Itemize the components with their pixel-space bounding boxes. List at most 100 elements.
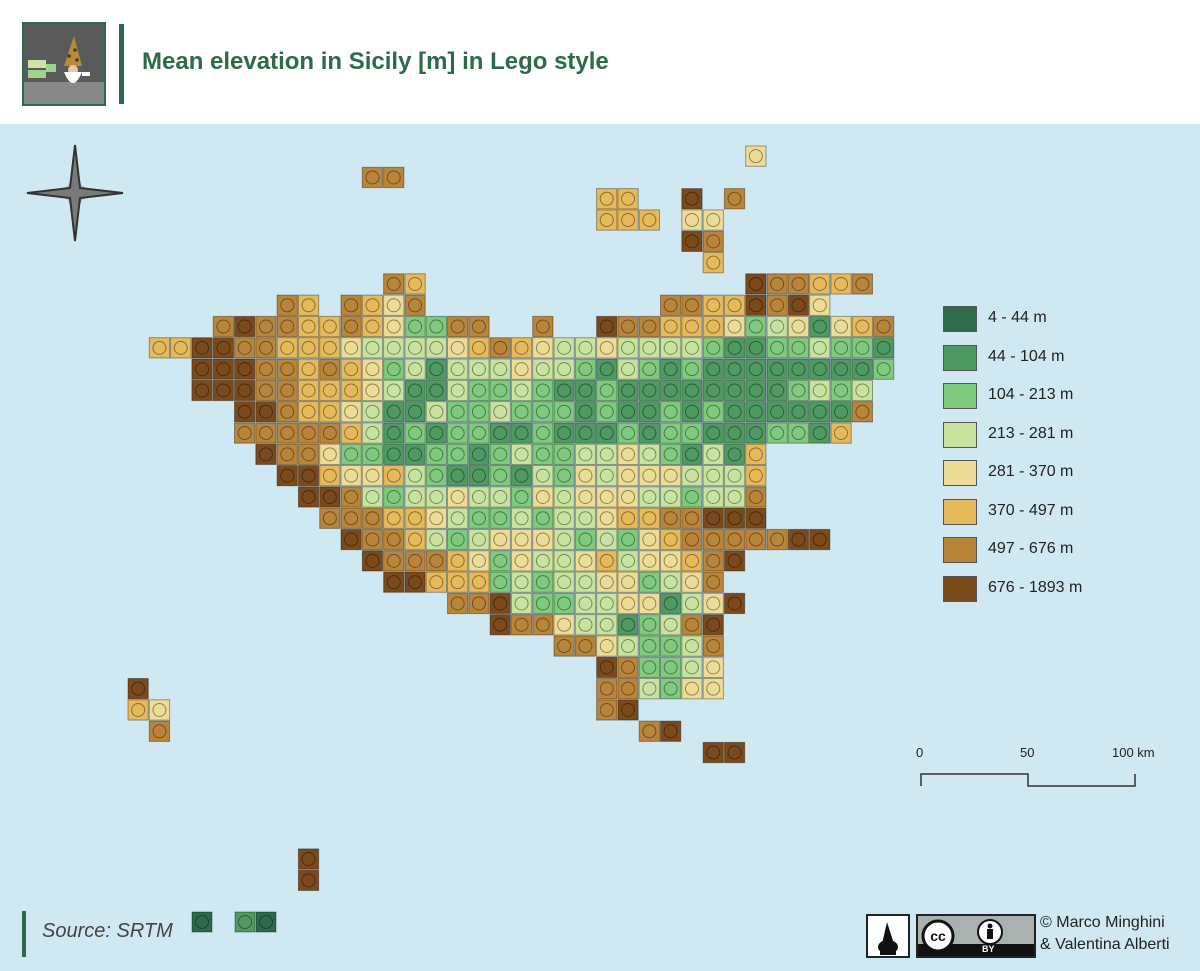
lego-brick-274 — [361, 486, 384, 508]
lego-brick-318 — [425, 528, 448, 551]
lego-brick-365 — [596, 571, 618, 593]
lego-brick-35 — [787, 294, 810, 316]
lego-brick-259 — [510, 465, 533, 487]
lego-brick-244 — [681, 443, 703, 466]
lego-brick-239 — [574, 443, 597, 466]
lego-brick-166 — [255, 401, 277, 423]
lego-brick-422 — [638, 720, 661, 742]
lego-brick-192 — [809, 401, 831, 423]
gnome-logo — [22, 22, 106, 106]
lego-brick-354 — [723, 550, 746, 572]
lego-brick-39 — [255, 315, 277, 338]
lego-brick-393 — [660, 614, 682, 636]
lego-brick-47 — [425, 315, 448, 338]
lego-brick-281 — [510, 486, 533, 508]
lego-brick-408 — [681, 656, 703, 679]
lego-brick-357 — [425, 571, 448, 593]
map-canvas — [26, 144, 1136, 933]
lego-brick-72 — [297, 337, 320, 359]
lego-brick-43 — [340, 315, 362, 338]
lego-brick-295 — [361, 507, 384, 529]
lego-brick-247 — [745, 443, 767, 466]
lego-brick-384 — [723, 592, 746, 615]
lego-brick-161 — [787, 379, 810, 402]
lego-brick-203 — [404, 422, 426, 444]
lego-brick-256 — [447, 465, 469, 487]
lego-brick-404 — [596, 656, 618, 679]
lego-brick-277 — [425, 486, 448, 508]
lego-brick-266 — [660, 465, 682, 487]
lego-brick-195 — [234, 422, 256, 444]
lego-brick-156 — [681, 379, 703, 402]
lego-brick-14 — [702, 252, 724, 274]
lego-brick-378 — [596, 592, 618, 615]
map-area — [0, 124, 1200, 971]
source-text: Source: SRTM — [42, 920, 173, 942]
lego-brick-29 — [660, 294, 682, 316]
lego-brick-419 — [596, 699, 618, 721]
lego-brick-94 — [766, 337, 788, 359]
lego-brick-313 — [745, 507, 767, 529]
lego-brick-182 — [596, 401, 618, 423]
lego-brick-200 — [340, 422, 362, 444]
lego-brick-402 — [681, 635, 703, 657]
lego-brick-409 — [702, 656, 724, 679]
lego-brick-36 — [809, 294, 831, 316]
lego-brick-375 — [532, 592, 554, 615]
lego-brick-85 — [574, 337, 597, 359]
lego-brick-252 — [361, 465, 384, 487]
header: Mean elevation in Sicily [m] in Lego sty… — [0, 0, 1200, 124]
lego-brick-82 — [510, 337, 533, 359]
legend-swatch-6 — [943, 537, 977, 563]
lego-brick-17 — [745, 273, 767, 295]
lego-brick-373 — [489, 592, 511, 615]
lego-brick-237 — [532, 443, 554, 466]
lego-brick-290 — [702, 486, 724, 508]
lego-brick-248 — [276, 465, 298, 487]
lego-brick-100 — [191, 358, 213, 380]
lego-brick-218 — [723, 422, 746, 444]
lego-brick-232 — [425, 443, 448, 466]
lego-brick-110 — [404, 358, 426, 380]
lego-brick-131 — [851, 358, 874, 380]
lego-brick-396 — [553, 635, 575, 657]
lego-brick-193 — [830, 401, 852, 423]
lego-brick-136 — [255, 379, 277, 402]
lego-brick-297 — [404, 507, 426, 529]
lego-brick-86 — [596, 337, 618, 359]
lego-brick-97 — [830, 337, 852, 359]
lego-brick-18 — [766, 273, 788, 295]
lego-brick-383 — [702, 592, 724, 615]
lego-brick-66 — [170, 337, 192, 359]
lego-brick-141 — [361, 379, 384, 402]
legend-label-0: 4 - 44 m — [988, 309, 1047, 326]
lego-brick-130 — [830, 358, 852, 380]
lego-brick-253 — [383, 465, 405, 487]
lego-brick-280 — [489, 486, 511, 508]
lego-brick-67 — [191, 337, 213, 359]
lego-brick-325 — [574, 528, 597, 551]
lego-brick-99 — [873, 337, 895, 359]
lego-brick-250 — [319, 465, 341, 487]
lego-brick-336 — [809, 528, 831, 551]
lego-brick-76 — [383, 337, 405, 359]
lego-brick-363 — [553, 571, 575, 593]
lego-brick-24 — [297, 294, 320, 316]
lego-brick-189 — [745, 401, 767, 423]
lego-brick-279 — [468, 486, 490, 508]
lego-brick-296 — [383, 507, 405, 529]
lego-brick-205 — [447, 422, 469, 444]
lego-brick-401 — [660, 635, 682, 657]
lego-brick-176 — [468, 401, 490, 423]
lego-brick-269 — [723, 465, 746, 487]
lego-brick-60 — [787, 315, 810, 338]
lego-brick-0 — [745, 145, 767, 167]
lego-brick-350 — [638, 550, 661, 572]
lego-brick-147 — [489, 379, 511, 402]
lego-brick-417 — [127, 699, 149, 721]
lego-brick-377 — [574, 592, 597, 615]
lego-brick-349 — [617, 550, 639, 572]
lego-brick-398 — [596, 635, 618, 657]
lego-brick-353 — [702, 550, 724, 572]
lego-brick-225 — [276, 443, 298, 466]
